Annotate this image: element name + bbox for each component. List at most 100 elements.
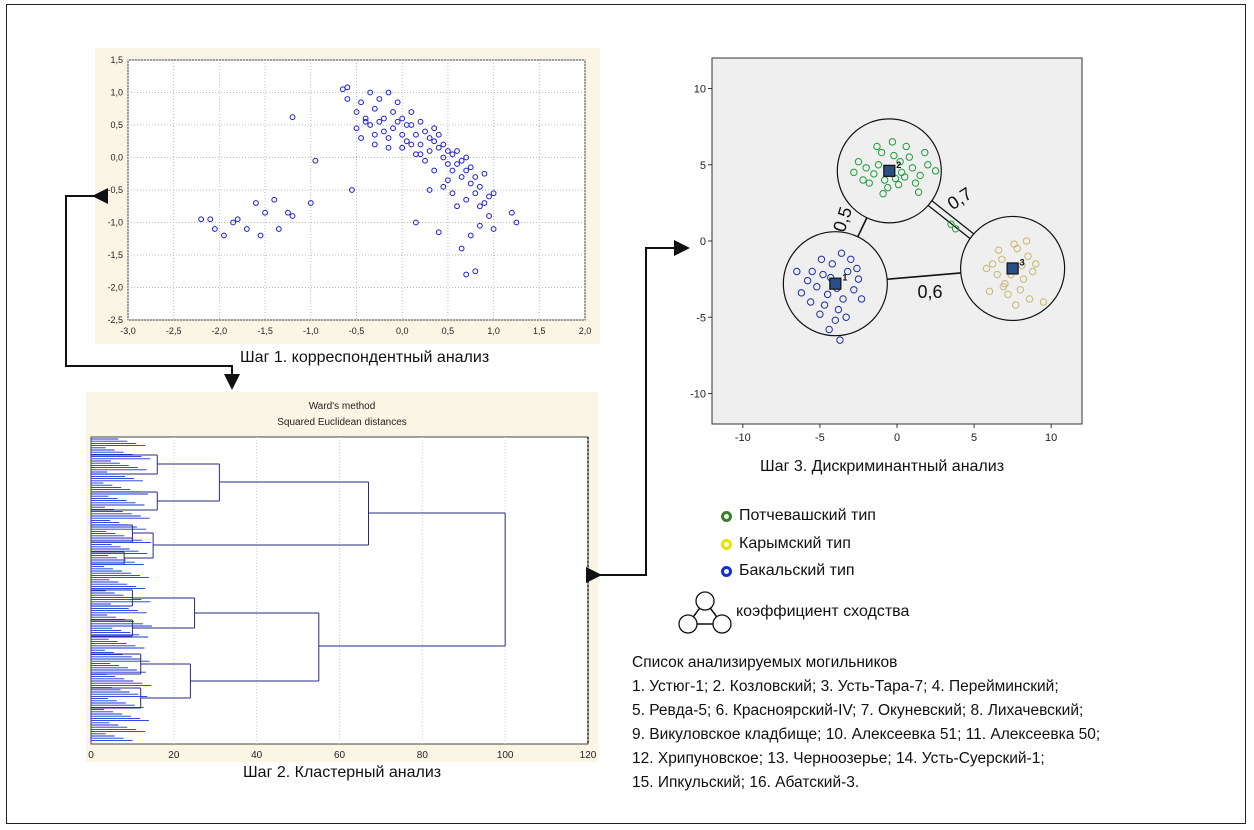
data-point: [449, 151, 456, 158]
data-point: [440, 154, 447, 161]
data-point: [463, 196, 470, 203]
data-point: [422, 128, 428, 135]
y-tick-label: 0: [700, 236, 706, 248]
data-point: [472, 190, 479, 197]
cluster-circle: [782, 231, 888, 337]
legend-item-potchevash: Потчевашский тип: [721, 507, 876, 525]
data-point: [476, 222, 483, 229]
group-centroid-marker: [1006, 262, 1019, 275]
data-point: [905, 153, 914, 161]
data-point: [413, 131, 419, 138]
centroid-label: 3: [1020, 257, 1025, 267]
data-point: [385, 89, 392, 96]
step1-caption: Шаг 1. корреспондентный анализ: [240, 349, 490, 366]
cluster-circle: [836, 118, 942, 224]
data-point: [399, 131, 406, 138]
data-point: [985, 287, 994, 296]
data-point: [831, 316, 840, 324]
data-point: [908, 164, 917, 172]
data-point: [998, 255, 1006, 264]
data-point: [897, 168, 906, 177]
data-point: [797, 289, 806, 297]
x-tick-label: 20: [168, 750, 180, 761]
data-point: [463, 167, 470, 174]
data-point: [1019, 275, 1028, 283]
x-tick-label: 0: [894, 432, 900, 444]
y-tick-label: -10: [690, 389, 706, 401]
arrow-step1-to-step2: [65, 188, 240, 390]
data-point: [358, 135, 364, 141]
data-point: [873, 142, 881, 151]
data-point: [1039, 298, 1048, 306]
x-tick-label: 5: [971, 432, 977, 444]
x-tick-label: 1,0: [487, 326, 500, 336]
legend-label: Потчевашский тип: [739, 507, 876, 524]
data-point: [808, 267, 816, 276]
data-point: [1024, 252, 1032, 260]
data-point: [870, 170, 878, 178]
data-point: [916, 171, 924, 180]
x-tick-label: -1,0: [303, 326, 319, 336]
data-point: [390, 109, 396, 115]
data-point: [289, 213, 296, 219]
data-point: [408, 122, 415, 128]
data-point: [371, 141, 378, 148]
data-point: [476, 203, 483, 210]
data-point: [854, 275, 863, 283]
data-point: [376, 118, 383, 125]
site-list-line: 15. Ипкульский; 16. Абатский-3.: [632, 774, 860, 791]
data-point: [490, 190, 497, 197]
data-point: [854, 158, 863, 166]
data-point: [819, 270, 827, 279]
arrow-step2-to-step3: [586, 240, 690, 583]
data-point: [888, 138, 897, 146]
data-point: [344, 96, 351, 102]
data-point: [508, 209, 515, 216]
similarity-edge: [887, 272, 961, 281]
data-point: [449, 190, 456, 197]
data-point: [490, 226, 497, 232]
data-point: [463, 154, 470, 161]
data-point: [891, 174, 900, 183]
data-point: [1016, 286, 1025, 294]
data-point: [289, 114, 296, 121]
data-point: [344, 84, 351, 91]
data-point: [426, 148, 433, 154]
y-tick-label: 10: [694, 84, 706, 96]
data-point: [467, 232, 474, 239]
data-point: [890, 151, 898, 160]
y-tick-label: -5: [696, 312, 706, 324]
legend-item-bakal: Бакальский тип: [721, 562, 855, 580]
data-point: [467, 164, 474, 171]
legend-circle-icon: [721, 565, 732, 577]
data-point: [476, 183, 483, 190]
data-point: [381, 115, 387, 122]
data-point: [481, 200, 488, 206]
data-point: [394, 99, 401, 106]
data-point: [1012, 301, 1020, 309]
data-point: [911, 179, 920, 187]
data-point: [951, 225, 960, 233]
x-tick-label: 80: [417, 750, 429, 761]
data-point: [837, 249, 846, 257]
x-tick-label: 10: [1045, 432, 1057, 444]
x-tick-label: 40: [251, 750, 263, 761]
data-point: [371, 105, 378, 112]
data-point: [376, 96, 383, 102]
data-point: [253, 200, 259, 206]
data-point: [449, 167, 456, 174]
data-point: [445, 177, 451, 184]
data-point: [458, 174, 465, 180]
data-point: [931, 167, 940, 175]
data-point: [422, 157, 428, 164]
data-point: [806, 298, 815, 306]
data-point: [353, 109, 360, 115]
data-point: [445, 148, 451, 154]
data-point: [243, 226, 250, 232]
data-point: [862, 164, 870, 172]
data-point: [435, 131, 442, 138]
data-point: [924, 161, 932, 169]
data-point: [803, 276, 812, 285]
data-point: [513, 219, 520, 226]
centroid-label: 2: [896, 160, 901, 170]
